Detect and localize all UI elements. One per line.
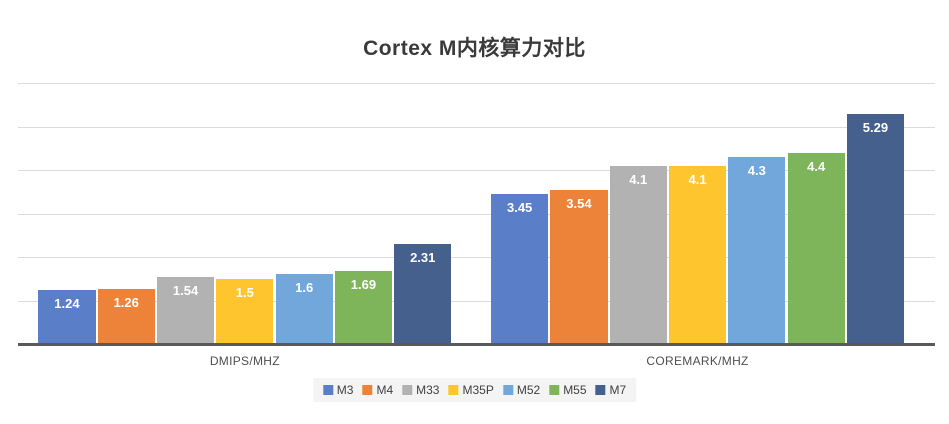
legend-swatch-icon [502, 385, 513, 395]
bar-m35p-1: 4.1 [668, 165, 727, 344]
legend-item-label: M55 [563, 383, 587, 397]
gridline [18, 170, 935, 171]
plot-area: 1.24 1.26 1.54 1.5 1.6 1.69 2.31 3.45 3.54 4.1 4.1… [18, 83, 935, 346]
legend-swatch-icon [322, 385, 333, 395]
category-label-1: COREMARK/MHZ [646, 354, 749, 368]
legend-item-label: M35P [462, 383, 494, 397]
bar-value-label: 4.4 [807, 158, 826, 174]
legend-item-label: M4 [376, 383, 394, 397]
gridline [18, 213, 935, 215]
legend-swatch-icon [549, 385, 560, 395]
x-axis-line [18, 343, 935, 346]
legend-item-label: M52 [516, 383, 541, 397]
legend-item-label: M3 [336, 383, 354, 397]
bar-value-label: 4.1 [688, 171, 707, 187]
bar-m33-1: 4.1 [609, 165, 667, 344]
chart-title: Cortex M内核算力对比 [363, 37, 586, 60]
legend-item-m4: M4 [362, 383, 393, 397]
bar-m55-1: 4.4 [787, 152, 845, 344]
bar-m3-1: 3.45 [491, 193, 549, 344]
gridline [18, 257, 935, 258]
bar-m4-0: 1.26 [97, 289, 155, 344]
legend-item-m7: M7 [595, 383, 627, 397]
bar-m4-1: 3.54 [550, 190, 608, 344]
legend-item-m3: M3 [322, 383, 354, 397]
bar-m33-0: 1.54 [156, 277, 215, 344]
bar-m3-0: 1.24 [38, 290, 96, 344]
legend: M3 M4 M33 M35P M52 M55 M7 [312, 378, 637, 402]
gridline [18, 126, 935, 128]
legend-swatch-icon [402, 385, 413, 395]
legend-item-label: M33 [416, 383, 440, 397]
bar-value-label: 1.69 [350, 276, 377, 292]
category-label-0: DMIPS/MHZ [209, 354, 280, 368]
legend-item-m35p: M35P [448, 383, 494, 397]
legend-item-m52: M52 [502, 383, 541, 397]
bar-m52-0: 1.6 [275, 274, 333, 344]
bar-m52-1: 4.3 [728, 156, 786, 344]
bar-m35p-0: 1.5 [216, 278, 274, 344]
bar-value-label: 5.29 [862, 119, 889, 135]
bar-value-label: 2.31 [410, 249, 436, 265]
bar-value-label: 1.24 [54, 296, 80, 312]
gridline [18, 83, 935, 84]
legend-swatch-icon [448, 385, 459, 395]
bar-value-label: 4.3 [747, 162, 766, 178]
legend-item-m55: M55 [549, 383, 587, 397]
bar-value-label: 4.1 [629, 171, 648, 187]
gridline [18, 300, 935, 302]
bar-m7-1: 5.29 [846, 113, 905, 344]
bar-value-label: 1.5 [235, 284, 254, 300]
legend-item-label: M7 [609, 383, 627, 397]
bar-value-label: 3.45 [506, 199, 533, 215]
legend-swatch-icon [362, 385, 373, 395]
bar-value-label: 1.54 [172, 283, 199, 299]
legend-swatch-icon [595, 385, 606, 395]
legend-item-m33: M33 [402, 383, 439, 397]
bar-value-label: 1.6 [295, 280, 314, 296]
bar-m7-0: 2.31 [394, 243, 452, 344]
bar-m55-0: 1.69 [334, 270, 393, 344]
bar-value-label: 3.54 [566, 196, 592, 212]
bar-value-label: 1.26 [113, 295, 139, 311]
